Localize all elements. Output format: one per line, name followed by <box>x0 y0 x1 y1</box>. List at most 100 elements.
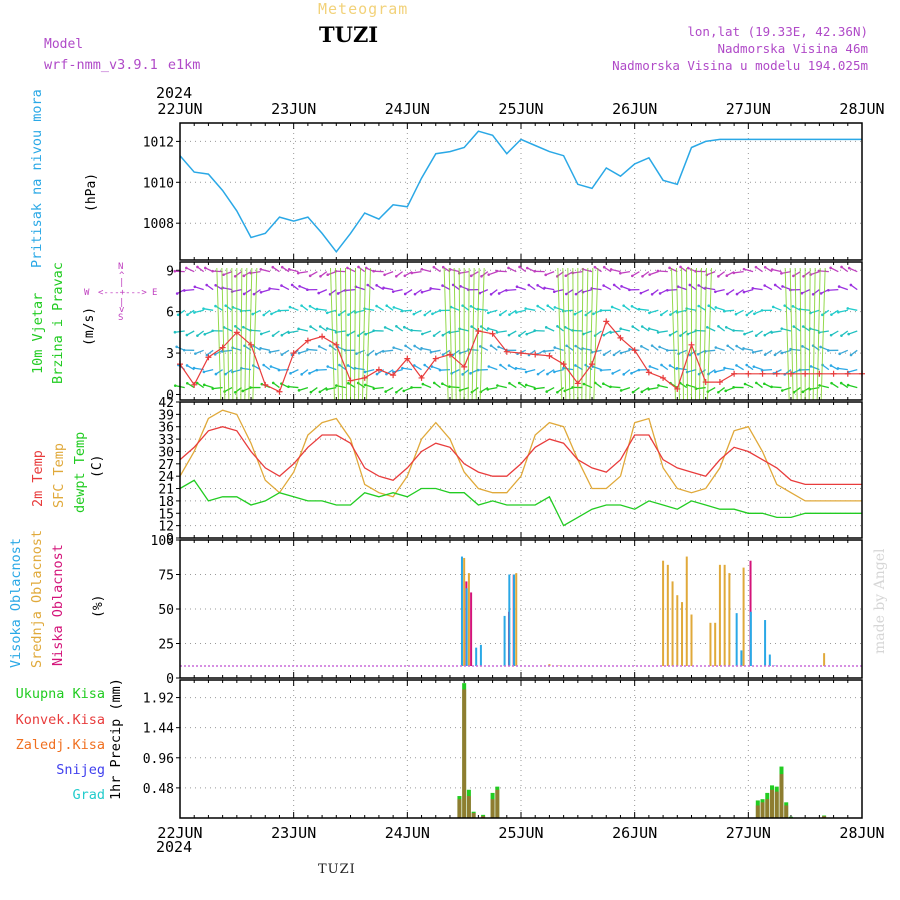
wind-speed-marker <box>645 369 652 376</box>
wind-arrowhead <box>610 305 614 309</box>
wind-arrowhead <box>827 288 830 292</box>
high-cloud-bar <box>749 611 752 666</box>
wind-arrow <box>638 308 649 311</box>
temp-2m-line <box>179 426 862 486</box>
wind-arrow <box>452 349 460 356</box>
wind-arrow <box>649 365 659 371</box>
wind-arrowhead <box>650 344 654 347</box>
wind-arrow <box>641 345 650 351</box>
wind-arrow <box>488 365 498 371</box>
wind-arrow <box>651 345 659 351</box>
wind-arrow <box>496 270 507 273</box>
wind-arrow <box>755 330 763 337</box>
wind-arrow <box>196 382 205 389</box>
y-tick-label: 6 <box>166 306 174 321</box>
wind-arrow <box>203 369 214 373</box>
wind-arrowhead <box>840 334 843 337</box>
wind-arrow <box>715 306 725 311</box>
y-tick-label: 36 <box>158 421 174 436</box>
wind-arrowhead <box>290 283 294 287</box>
wind-arrowhead <box>496 384 499 387</box>
wind-arrow <box>583 383 593 389</box>
conv-rain-bar <box>490 799 495 818</box>
wind-arrowhead <box>325 388 329 391</box>
wind-arrow <box>439 368 450 371</box>
wind-arrowhead <box>224 372 227 376</box>
wind-arrow <box>838 309 848 313</box>
wind-arrow <box>689 284 697 291</box>
wind-arrowhead <box>780 272 783 275</box>
wind-arrowhead <box>837 285 841 288</box>
wind-arrowhead <box>658 292 662 295</box>
wind-arrow <box>357 382 366 389</box>
wind-arrow <box>414 364 422 371</box>
wind-arrow <box>186 267 195 273</box>
wind-arrowhead <box>173 330 177 334</box>
elevation-label: Nadmorska Visina 46m <box>717 41 868 56</box>
wind-arrowhead <box>697 284 700 287</box>
wind-arrow <box>327 327 337 332</box>
y-tick-label: 0 <box>166 672 174 687</box>
wind-arrow <box>316 368 327 371</box>
wind-arrowhead <box>724 325 728 329</box>
wind-arrow <box>301 305 309 311</box>
wind-arrowhead <box>717 325 720 328</box>
wind-speed-marker <box>375 366 382 373</box>
wind-gust-arrow <box>471 267 475 401</box>
wind-gust-arrow <box>820 267 826 401</box>
conv-rain-bar <box>755 805 760 818</box>
high-cloud-bar <box>768 654 771 666</box>
wind-arrowhead <box>732 386 735 389</box>
wind-arrow <box>649 309 659 314</box>
wind-arrow <box>402 309 413 312</box>
x-tick-label-top: 26JUN <box>612 100 657 118</box>
wind-arrow <box>326 386 337 391</box>
wind-arrow <box>186 382 195 389</box>
wind-arrowhead <box>734 312 738 316</box>
wind-arrowhead <box>648 365 652 368</box>
wind-arrow <box>260 288 271 293</box>
wind-speed-marker <box>404 355 411 362</box>
wind-arrow <box>215 369 223 375</box>
wind-arrow <box>335 330 346 333</box>
wind-arrow <box>545 326 555 332</box>
wind-arrowhead <box>658 345 661 349</box>
wind-arrowhead <box>183 289 186 292</box>
wind-gust-arrow <box>244 267 248 401</box>
wind-arrow <box>195 349 204 355</box>
wind-arrowhead <box>420 267 424 271</box>
wind-gust-arrow <box>354 267 356 401</box>
wind-arrowhead <box>394 275 398 278</box>
wind-arrow <box>537 305 546 311</box>
wind-arrow <box>339 364 347 371</box>
wind-speed-marker <box>802 370 809 377</box>
wind-arrow <box>194 286 204 291</box>
wind-arrowhead <box>355 352 358 355</box>
wind-arrow <box>781 328 792 332</box>
wind-arrow <box>393 347 403 351</box>
wind-arrow <box>376 284 384 291</box>
wind-arrowhead <box>372 387 376 390</box>
wind-arrowhead <box>751 287 755 290</box>
panel-frame <box>179 679 863 819</box>
wind-arrowhead <box>366 283 370 287</box>
wind-arrowhead <box>375 284 378 287</box>
wind-arrowhead <box>838 352 841 356</box>
wind-arrow <box>556 387 565 393</box>
wind-arrowhead <box>280 265 284 269</box>
wind-arrowhead <box>515 311 518 314</box>
wind-arrow <box>649 327 659 332</box>
conv-rain-bar <box>471 812 476 818</box>
year-bottom: 2024 <box>156 838 193 856</box>
wind-arrowhead <box>222 273 225 277</box>
wind-arrowhead <box>612 283 616 287</box>
wind-arrow <box>252 309 261 315</box>
wind-arrowhead <box>346 333 350 337</box>
wind-arrowhead <box>533 387 537 391</box>
wind-arrowhead <box>403 274 407 278</box>
wind-arrowhead <box>259 268 263 271</box>
wind-arrowhead <box>556 325 559 328</box>
wind-arrowhead <box>755 381 758 385</box>
wind-arrow <box>762 368 773 371</box>
wind-arrow <box>669 267 678 273</box>
